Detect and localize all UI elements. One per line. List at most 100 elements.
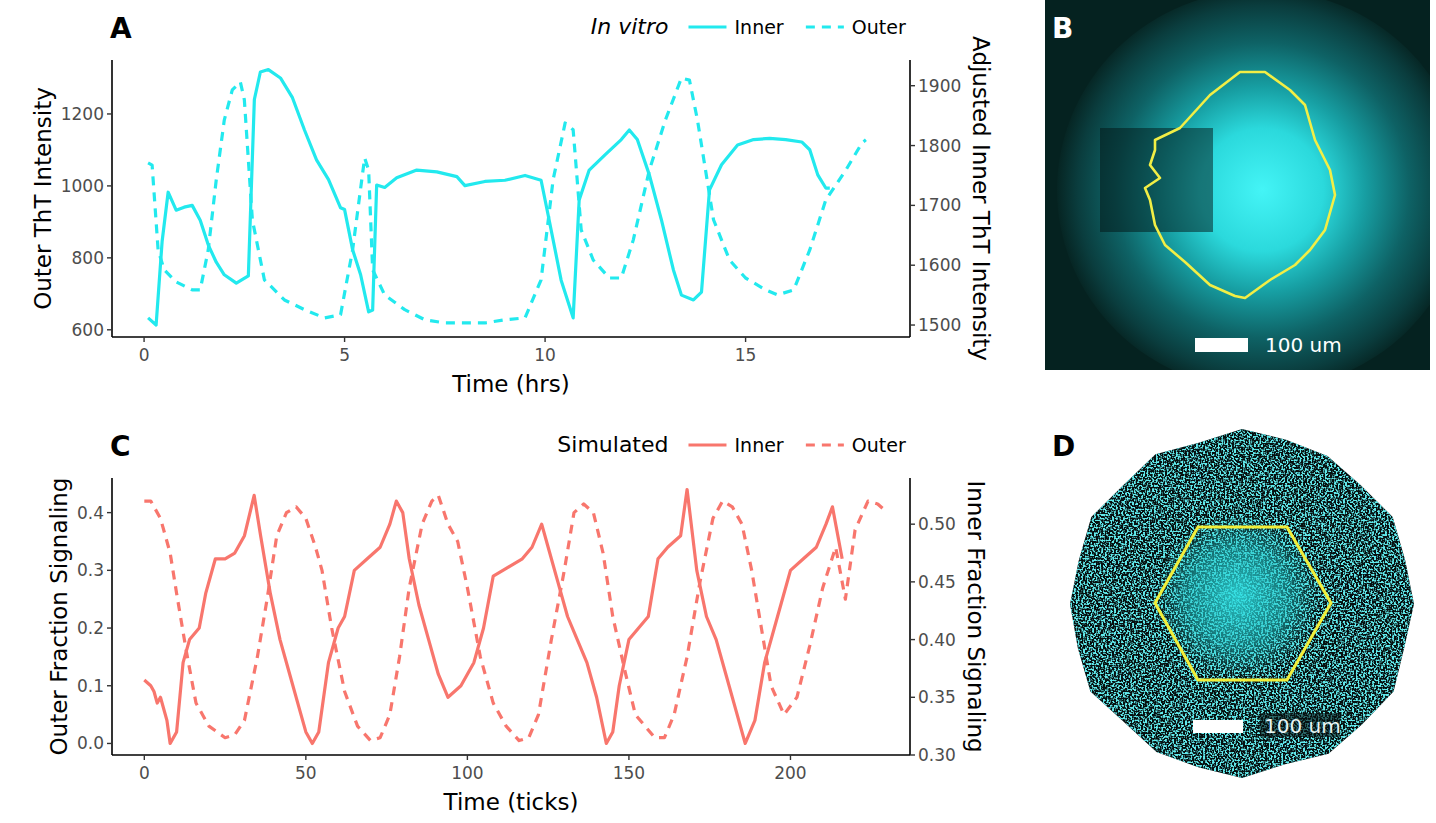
- x-tick: [305, 755, 306, 760]
- chart-panel: 0510156008001000120015001600170018001900…: [30, 12, 995, 397]
- x-tick: [344, 337, 345, 342]
- legend: In vitro Inner Outer: [591, 14, 906, 39]
- x-tick-label: 200: [774, 763, 806, 783]
- y2-tick: [910, 145, 915, 146]
- y-tick: [107, 570, 112, 571]
- scale-bar: [1195, 338, 1248, 352]
- legend-label: Outer: [852, 434, 906, 456]
- colony-glow: [1057, 0, 1430, 370]
- axis-line: [111, 60, 113, 337]
- y-axis-title: Outer ThT Intensity: [30, 87, 56, 310]
- x-tick-label: 150: [613, 763, 645, 783]
- x-tick-label: 0: [139, 345, 150, 365]
- y-tick: [107, 185, 112, 186]
- x-tick: [745, 337, 746, 342]
- x-tick-label: 100: [451, 763, 483, 783]
- series-line: [144, 495, 887, 740]
- y-tick-label: 600: [72, 320, 104, 340]
- simulation-image: [1060, 420, 1430, 790]
- x-tick-label: 50: [295, 763, 317, 783]
- legend-label: Inner: [734, 16, 783, 38]
- panel-letter: A: [110, 12, 132, 45]
- panel-letter: D: [1052, 430, 1075, 463]
- y2-axis-title: Inner Fraction Signaling: [963, 480, 989, 752]
- micrograph: [1045, 0, 1430, 370]
- y-axis-title: Outer Fraction Signaling: [46, 478, 72, 756]
- y-tick-label: 0.2: [77, 618, 104, 638]
- y2-tick: [910, 639, 915, 640]
- x-tick: [628, 755, 629, 760]
- panel-letter: C: [110, 430, 131, 463]
- y2-tick: [910, 324, 915, 325]
- axis-line: [909, 478, 911, 755]
- inner-outline: [1155, 527, 1331, 680]
- image-panel: 100 um D: [1052, 420, 1430, 790]
- chart-panel: 0 50 100 150 200 0.0 0.1 0.2 0.3 0.4 0.30 0.35 0.40 0…: [46, 430, 989, 815]
- legend-title: In vitro: [591, 14, 669, 39]
- image-panel: 100 um B: [1045, 0, 1436, 390]
- y-tick-label: 0.1: [77, 676, 104, 696]
- legend-label: Inner: [734, 434, 783, 456]
- y2-tick-label: 0.45: [918, 572, 956, 592]
- x-tick: [544, 337, 545, 342]
- legend-title: Simulated: [557, 432, 668, 457]
- legend-swatch: [688, 25, 726, 28]
- scale-bar: [1193, 720, 1243, 733]
- legend-swatch: [806, 25, 844, 28]
- x-tick-label: 0: [139, 763, 150, 783]
- y-tick-label: 0.0: [77, 733, 104, 753]
- y-tick: [107, 743, 112, 744]
- series-line: [144, 490, 842, 744]
- y2-tick-label: 1500: [918, 315, 961, 335]
- legend: Simulated Inner Outer: [557, 432, 906, 457]
- y2-tick-label: 1900: [918, 76, 961, 96]
- colony-body: [1060, 420, 1430, 790]
- axis-line: [111, 478, 113, 755]
- y2-tick-label: 0.40: [918, 630, 956, 650]
- x-tick: [467, 755, 468, 760]
- panel-letter: B: [1052, 12, 1073, 45]
- x-axis-title: Time (hrs): [451, 371, 570, 397]
- scale-label: 100 um: [1265, 333, 1342, 357]
- y-tick: [107, 685, 112, 686]
- y2-tick: [910, 85, 915, 86]
- legend-label: Outer: [852, 16, 906, 38]
- y2-tick-label: 0.50: [918, 514, 956, 534]
- inner-outline: [1145, 72, 1335, 298]
- y-tick-label: 0.4: [77, 503, 104, 523]
- y-tick: [107, 329, 112, 330]
- legend-swatch: [806, 443, 844, 446]
- y2-tick-label: 1600: [918, 255, 961, 275]
- x-tick-label: 15: [735, 345, 757, 365]
- y2-tick: [910, 205, 915, 206]
- colony-speckle: [1060, 420, 1430, 790]
- x-tick-label: 10: [534, 345, 556, 365]
- y-tick-label: 0.3: [77, 560, 104, 580]
- y2-axis-title: Adjusted Inner ThT Intensity: [968, 36, 994, 361]
- x-axis-title: Time (ticks): [443, 789, 579, 815]
- y2-tick-label: 0.35: [918, 687, 956, 707]
- y2-tick-label: 1700: [918, 195, 961, 215]
- y2-tick-label: 0.30: [918, 745, 956, 765]
- legend-swatch: [688, 443, 726, 446]
- y-tick-label: 1000: [61, 176, 104, 196]
- y-tick: [107, 257, 112, 258]
- figure: 0510156008001000120015001600170018001900…: [0, 0, 1436, 823]
- y2-tick: [910, 523, 915, 524]
- x-tick-label: 5: [339, 345, 350, 365]
- y2-tick: [910, 265, 915, 266]
- y-tick: [107, 627, 112, 628]
- y-tick-label: 800: [72, 248, 104, 268]
- x-tick: [143, 337, 144, 342]
- series-line: [148, 78, 866, 323]
- plot-lines: [144, 490, 887, 744]
- axis-line: [909, 60, 911, 337]
- scale-label: 100 um: [1264, 714, 1341, 738]
- axis-line: [112, 336, 910, 338]
- x-tick: [790, 755, 791, 760]
- y2-tick: [910, 581, 915, 582]
- plot-lines: [148, 70, 866, 325]
- y-tick: [107, 512, 112, 513]
- y2-tick-label: 1800: [918, 136, 961, 156]
- y2-tick: [910, 697, 915, 698]
